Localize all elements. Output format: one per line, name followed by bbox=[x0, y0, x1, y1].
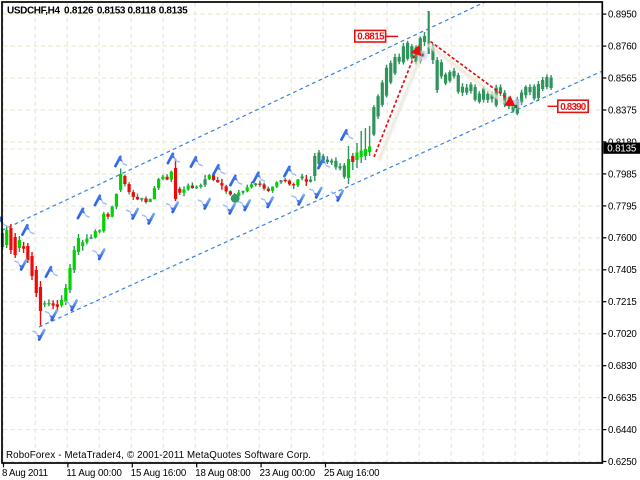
svg-text:18 Aug 08:00: 18 Aug 08:00 bbox=[195, 468, 251, 479]
svg-text:0.8760: 0.8760 bbox=[608, 42, 637, 53]
svg-text:15 Aug 16:00: 15 Aug 16:00 bbox=[131, 468, 187, 479]
svg-text:23 Aug 00:00: 23 Aug 00:00 bbox=[260, 468, 316, 479]
svg-text:0.8118: 0.8118 bbox=[128, 6, 157, 17]
svg-text:0.8815: 0.8815 bbox=[357, 32, 385, 43]
svg-text:0.7795: 0.7795 bbox=[608, 201, 637, 212]
svg-text:0.8950: 0.8950 bbox=[608, 10, 637, 21]
svg-text:0.7405: 0.7405 bbox=[608, 265, 637, 276]
svg-text:0.6830: 0.6830 bbox=[608, 361, 637, 372]
svg-text:USDCHF,H4: USDCHF,H4 bbox=[7, 6, 60, 17]
svg-text:RoboForex - MetaTrader4, © 200: RoboForex - MetaTrader4, © 2001-2011 Met… bbox=[6, 450, 311, 461]
svg-text:0.6250: 0.6250 bbox=[608, 457, 637, 468]
svg-text:0.7215: 0.7215 bbox=[608, 297, 637, 308]
svg-text:11 Aug 00:00: 11 Aug 00:00 bbox=[66, 468, 122, 479]
svg-text:0.8390: 0.8390 bbox=[560, 102, 587, 113]
svg-text:0.6440: 0.6440 bbox=[608, 425, 637, 436]
svg-text:0.8565: 0.8565 bbox=[608, 73, 637, 84]
svg-text:8 Aug 2011: 8 Aug 2011 bbox=[2, 468, 48, 479]
svg-text:0.8375: 0.8375 bbox=[608, 105, 637, 116]
svg-text:0.8135: 0.8135 bbox=[159, 6, 188, 17]
svg-text:0.7985: 0.7985 bbox=[608, 169, 637, 180]
svg-text:0.7600: 0.7600 bbox=[608, 233, 637, 244]
svg-text:0.8135: 0.8135 bbox=[607, 144, 636, 155]
svg-text:25 Aug 16:00: 25 Aug 16:00 bbox=[324, 468, 380, 479]
svg-text:0.8126: 0.8126 bbox=[64, 6, 94, 17]
svg-text:0.8153: 0.8153 bbox=[97, 6, 126, 17]
svg-text:0.6635: 0.6635 bbox=[608, 393, 637, 404]
svg-text:0.7020: 0.7020 bbox=[608, 329, 637, 340]
